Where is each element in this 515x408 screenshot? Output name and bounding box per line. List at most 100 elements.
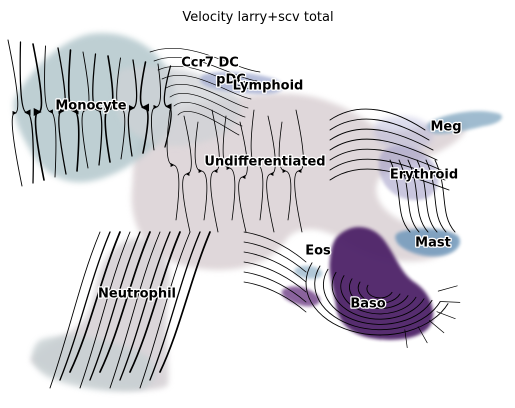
streamline-33 [329, 118, 430, 141]
streamline-27 [238, 121, 248, 233]
streamline-66 [119, 231, 171, 381]
streamline-60 [59, 231, 111, 381]
streamline-42 [416, 159, 438, 233]
streamline-41 [407, 159, 429, 233]
streamline-13 [163, 65, 172, 148]
cluster-label-baso: Baso [350, 297, 385, 312]
streamline-23 [182, 115, 192, 233]
streamline-69 [149, 231, 201, 381]
streamline-47 [349, 278, 409, 309]
region-progenitor-blue [294, 265, 323, 279]
cluster-label-monocyte: Monocyte [55, 99, 126, 114]
streamline-68 [139, 231, 191, 389]
streamline-54 [243, 241, 307, 273]
streamline-10 [127, 59, 138, 157]
streamline-30 [278, 121, 292, 221]
streamline-25 [210, 109, 220, 233]
streamline-49 [331, 271, 425, 320]
streamline-5 [67, 49, 80, 172]
streamline-6 [81, 51, 90, 169]
streamline-0 [7, 39, 23, 187]
cluster-label-pdc: pDC [216, 73, 246, 88]
streamline-40 [398, 159, 420, 233]
region-neutrophil-tip [32, 335, 155, 392]
streamline-51 [314, 265, 441, 331]
streamline-71 [437, 285, 458, 292]
cluster-label-meg: Meg [430, 120, 461, 135]
streamline-20 [173, 101, 243, 127]
streamline-36 [329, 148, 442, 171]
streamline-31 [294, 109, 304, 233]
cluster-label-undifferentiated: Undifferentiated [204, 155, 325, 170]
cluster-label-mast: Mast [415, 236, 451, 251]
streamline-75 [417, 326, 428, 344]
streamline-72 [439, 301, 461, 303]
cluster-label-ccr7-dc: Ccr7 DC [181, 56, 239, 71]
streamline-53 [243, 231, 307, 263]
streamline-32 [329, 108, 426, 131]
region-eosinophil [281, 286, 321, 307]
streamline-56 [243, 261, 307, 293]
chart-title: Velocity larry+scv total [182, 10, 333, 25]
streamline-15 [153, 56, 258, 82]
streamline-34 [329, 128, 434, 151]
streamline-70 [159, 231, 211, 373]
streamline-67 [129, 231, 181, 373]
streamline-37 [329, 158, 446, 181]
streamline-19 [169, 92, 246, 118]
streamline-21 [177, 111, 240, 136]
region-lymphoid [200, 71, 283, 94]
streamline-52 [305, 262, 449, 336]
streamline-65 [109, 231, 161, 389]
streamline-26 [222, 115, 236, 221]
streamline-43 [425, 159, 447, 233]
velocity-streamlines [7, 39, 461, 389]
streamline-48 [340, 275, 417, 315]
streamline-38 [329, 168, 450, 191]
streamline-7 [92, 53, 103, 166]
streamline-12 [151, 63, 161, 151]
streamline-58 [243, 281, 307, 313]
region-mast [395, 228, 460, 257]
streamline-4 [57, 47, 67, 175]
streamline-63 [89, 231, 141, 381]
streamline-44 [434, 159, 456, 233]
streamline-22 [166, 109, 180, 221]
streamline-74 [428, 320, 445, 334]
cluster-label-eos: Eos [305, 244, 331, 259]
streamline-9 [116, 57, 126, 160]
streamline-46 [357, 281, 401, 304]
cluster-label-lymphoid: Lymphoid [233, 79, 304, 94]
streamline-17 [161, 74, 252, 100]
streamline-24 [194, 121, 208, 221]
region-meg [426, 111, 503, 134]
streamline-18 [165, 83, 249, 109]
cluster-label-neutrophil: Neutrophil [98, 287, 176, 302]
streamline-57 [243, 271, 307, 303]
streamline-55 [243, 251, 307, 283]
region-basophil [329, 226, 434, 340]
streamline-39 [389, 159, 411, 233]
streamline-62 [79, 231, 131, 389]
cluster-label-erythroid: Erythroid [390, 168, 458, 183]
streamline-61 [69, 231, 121, 373]
streamline-28 [250, 109, 264, 221]
streamline-3 [44, 45, 57, 178]
streamline-29 [266, 115, 276, 233]
streamline-14 [149, 47, 261, 73]
streamline-35 [329, 138, 438, 161]
streamline-16 [157, 65, 255, 91]
streamline-1 [19, 41, 34, 184]
region-erythroid [378, 145, 439, 201]
streamline-59 [49, 231, 101, 389]
streamline-73 [436, 311, 456, 320]
streamline-76 [404, 329, 408, 348]
streamline-2 [32, 43, 45, 181]
streamline-11 [139, 61, 150, 154]
streamline-8 [104, 55, 114, 163]
streamline-50 [322, 268, 433, 325]
streamline-64 [99, 231, 151, 373]
streamline-45 [366, 284, 393, 299]
